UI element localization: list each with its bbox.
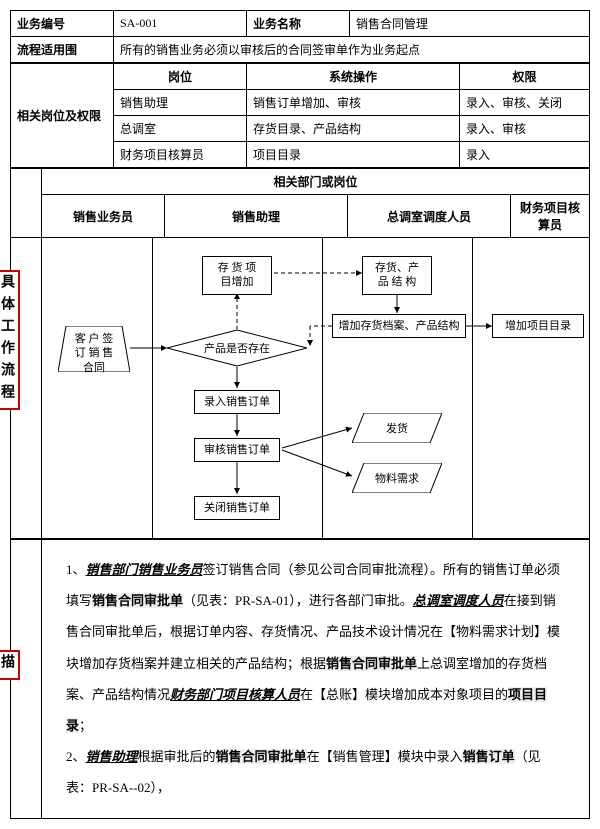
node-ship: 发货 — [352, 413, 442, 443]
scope-label: 流程适用围 — [11, 37, 114, 63]
side-label-flow: 具体工作流程 — [0, 270, 20, 410]
roles-table: 相关岗位及权限 岗位 系统操作 权限 销售助理 销售订单增加、审核 录入、审核、… — [10, 63, 590, 168]
node-decision: 产品是否存在 — [167, 330, 307, 366]
node-stock-add: 存 货 项目增加 — [202, 256, 272, 295]
flow-col-0: 销售业务员 — [42, 195, 165, 238]
node-stock-struct: 存货、产品 结 构 — [362, 256, 432, 295]
node-material: 物料需求 — [352, 463, 442, 493]
flowchart: 客 户 签订 销 售合同 存 货 项目增加 产品是否存在 存货、产品 结 构 增… — [42, 238, 589, 538]
description-table: 1、销售部门销售业务员签订销售合同（参见公司合同审批流程）。所有的销售订单必须填… — [10, 539, 590, 819]
node-close-order: 关闭销售订单 — [194, 496, 280, 520]
flow-col-1: 销售助理 — [165, 195, 348, 238]
biz-code-label: 业务编号 — [11, 11, 114, 37]
biz-name: 销售合同管理 — [350, 11, 590, 37]
col-operation: 系统操作 — [247, 64, 460, 90]
col-position: 岗位 — [114, 64, 247, 90]
col-permission: 权限 — [460, 64, 590, 90]
flow-col-2: 总调室调度人员 — [348, 195, 511, 238]
scope-text: 所有的销售业务必须以审核后的合同签审单作为业务起点 — [114, 37, 590, 63]
flow-header-title: 相关部门或岗位 — [42, 169, 590, 195]
side-label-desc: 描 — [0, 650, 20, 680]
roles-label: 相关岗位及权限 — [11, 64, 114, 168]
node-add-stock-struct: 增加存货档案、产品结构 — [332, 314, 466, 338]
node-add-project: 增加项目目录 — [492, 314, 584, 338]
node-start: 客 户 签订 销 售合同 — [58, 326, 130, 372]
biz-name-label: 业务名称 — [247, 11, 350, 37]
description-text: 1、销售部门销售业务员签订销售合同（参见公司合同审批流程）。所有的销售订单必须填… — [48, 544, 583, 814]
biz-code: SA-001 — [114, 11, 247, 37]
node-input-order: 录入销售订单 — [194, 390, 280, 414]
header-table: 业务编号 SA-001 业务名称 销售合同管理 流程适用围 所有的销售业务必须以… — [10, 10, 590, 63]
flow-col-3: 财务项目核算员 — [511, 195, 590, 238]
node-audit-order: 审核销售订单 — [194, 438, 280, 462]
flow-header-table: 相关部门或岗位 销售业务员 销售助理 总调室调度人员 财务项目核算员 — [10, 168, 590, 539]
